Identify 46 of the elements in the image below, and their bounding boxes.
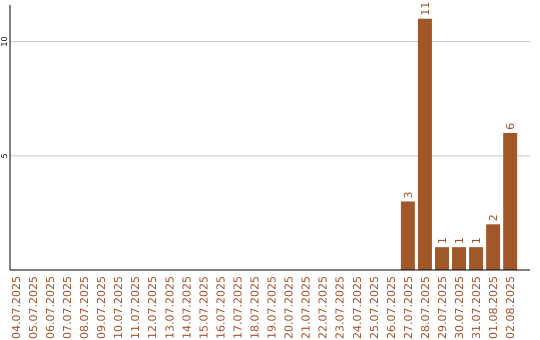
- bar: [503, 132, 518, 270]
- bar: [452, 247, 466, 270]
- x-tick-label: 26.07.2025: [384, 276, 398, 339]
- x-tick-label: 27.07.2025: [402, 276, 415, 339]
- data-label: 11: [418, 2, 432, 16]
- x-tick-label: 20.07.2025: [282, 276, 296, 339]
- x-tick-label: 12.07.2025: [146, 276, 160, 339]
- x-tick-label: 08.07.2025: [78, 276, 92, 339]
- x-tick-label: 18.07.2025: [248, 276, 262, 339]
- x-tick-label: 04.07.2025: [10, 276, 23, 339]
- x-tick-label: 28.07.2025: [418, 276, 432, 339]
- bar: [469, 247, 484, 270]
- bar: [434, 247, 449, 270]
- x-tick-label: 17.07.2025: [231, 276, 244, 339]
- x-tick-label: 21.07.2025: [300, 276, 313, 339]
- x-tick-label: 31.07.2025: [470, 276, 484, 339]
- x-tick-label: 06.07.2025: [44, 276, 57, 339]
- x-tick-label: 23.07.2025: [334, 276, 347, 339]
- x-tick-label: 01.08.2025: [487, 276, 500, 339]
- data-label: 1: [453, 237, 466, 244]
- x-tick-label: 13.07.2025: [163, 276, 176, 339]
- x-tick-label: 30.07.2025: [453, 276, 466, 339]
- x-tick-label: 14.07.2025: [180, 276, 194, 339]
- x-tick-label: 15.07.2025: [197, 276, 210, 339]
- data-label: 6: [504, 122, 518, 130]
- bar: [486, 224, 500, 270]
- data-label: 2: [487, 214, 500, 222]
- x-tick-label: 19.07.2025: [266, 276, 279, 339]
- x-tick-label: 11.07.2025: [129, 276, 142, 339]
- data-label: 3: [402, 191, 415, 198]
- x-tick-label: 22.07.2025: [316, 276, 330, 339]
- x-tick-label: 10.07.2025: [112, 276, 126, 339]
- data-label: 1: [436, 237, 449, 244]
- x-tick-label: 29.07.2025: [436, 276, 449, 339]
- y-tick-label: 10: [0, 36, 9, 47]
- x-tick-label: 07.07.2025: [60, 276, 74, 339]
- bar: [400, 201, 415, 270]
- x-tick-label: 02.08.2025: [504, 276, 518, 339]
- data-label: 1: [470, 237, 484, 244]
- x-tick-label: 24.07.2025: [350, 276, 364, 339]
- x-tick-label: 05.07.2025: [26, 276, 40, 339]
- y-tick-label: 5: [0, 153, 9, 158]
- x-tick-label: 25.07.2025: [368, 276, 381, 339]
- x-tick-label: 16.07.2025: [214, 276, 228, 339]
- bar: [418, 18, 432, 270]
- x-tick-label: 09.07.2025: [95, 276, 108, 339]
